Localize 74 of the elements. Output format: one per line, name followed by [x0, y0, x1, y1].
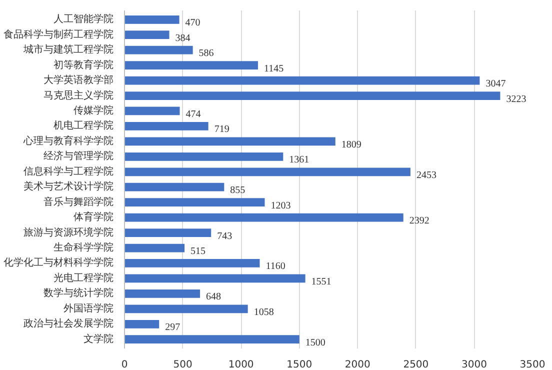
x-tick-label: 3000 [461, 360, 487, 370]
y-tick-label: 外国语学院 [64, 302, 114, 314]
bar [124, 46, 193, 54]
y-tick-label: 城市与建筑工程学院 [22, 44, 114, 56]
y-tick-label: 经济与管理学院 [44, 150, 114, 162]
data-label: 719 [214, 124, 230, 136]
bar [124, 259, 260, 268]
data-label: 515 [190, 246, 206, 258]
data-label: 2453 [416, 170, 436, 181]
data-label: 470 [185, 18, 200, 29]
bar [124, 61, 258, 70]
bar [124, 198, 265, 207]
bar [124, 76, 480, 85]
y-tick-label: 初等教育学院 [54, 58, 114, 71]
bar [124, 274, 306, 283]
y-tick-label: 心理与教育科学学院 [22, 134, 114, 147]
x-tick-label: 3500 [520, 360, 546, 370]
data-label: 297 [165, 322, 180, 334]
data-label: 1203 [270, 200, 291, 212]
y-tick-label: 美术与艺术设计学院 [24, 180, 114, 193]
x-tick-label: 1000 [228, 360, 254, 370]
bar [124, 15, 180, 24]
y-tick-label: 体育学院 [74, 211, 114, 224]
x-tick-label: 500 [173, 360, 192, 370]
data-label: 586 [198, 48, 214, 60]
y-tick-label: 信息科学与工程学院 [24, 165, 114, 178]
data-label: 1551 [311, 276, 332, 288]
bar [124, 152, 284, 161]
y-tick-label: 传媒学院 [74, 104, 114, 116]
y-tick-label: 生命科学学院 [54, 242, 114, 254]
data-label: 3047 [486, 78, 506, 90]
data-label: 474 [186, 108, 201, 120]
data-label: 648 [206, 292, 222, 303]
y-tick-label: 文学院 [84, 332, 114, 345]
y-tick-label: 化学化工与材料科学学院 [4, 256, 114, 269]
x-tick-label: 0 [121, 360, 128, 370]
y-tick-label: 大学英语教学部 [44, 74, 114, 86]
y-tick-label: 光电工程学院 [54, 272, 114, 284]
bar [124, 228, 212, 237]
data-label: 855 [230, 185, 246, 196]
data-label: 1145 [264, 63, 284, 74]
bar [124, 137, 336, 146]
bar [124, 244, 185, 252]
bar [124, 182, 224, 192]
x-tick-label: 2000 [344, 360, 370, 370]
y-tick-label: 人工智能学院 [54, 13, 114, 26]
y-tick-label: 旅游与资源环境学院 [24, 226, 114, 238]
y-tick-label: 政治与社会发展学院 [24, 318, 114, 330]
data-label: 1160 [266, 261, 286, 272]
bar [124, 335, 300, 344]
y-tick-label: 音乐与舞蹈学院 [44, 196, 114, 208]
bar [124, 122, 208, 130]
x-tick-label: 2500 [403, 360, 429, 370]
data-label: 1058 [254, 306, 274, 318]
data-label: 2392 [409, 216, 430, 227]
data-label: 1809 [341, 139, 362, 150]
bar [124, 290, 200, 298]
bar [124, 30, 170, 40]
bar [124, 168, 410, 176]
data-label: 1500 [305, 337, 326, 348]
x-tick-label: 1500 [286, 360, 312, 370]
bar [124, 320, 160, 328]
bar [124, 213, 404, 222]
bar [124, 304, 248, 314]
y-tick-label: 数学与统计学院 [44, 287, 114, 300]
y-tick-label: 机电工程学院 [54, 120, 114, 132]
data-label: 743 [217, 230, 232, 242]
data-label: 384 [175, 32, 190, 44]
y-tick-label: 马克思主义学院 [44, 89, 114, 102]
data-label: 3223 [506, 94, 526, 105]
bar [124, 106, 180, 116]
y-tick-label: 食品科学与制药工程学院 [4, 28, 114, 40]
bar [124, 92, 500, 100]
data-label: 1361 [289, 154, 310, 166]
